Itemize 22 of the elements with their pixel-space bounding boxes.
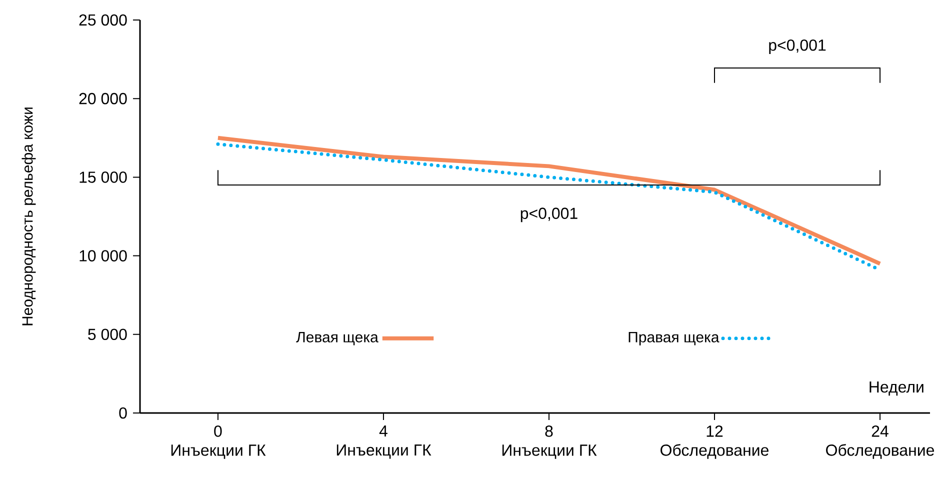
x-tick-label: 8 — [545, 426, 553, 437]
y-axis-title: Неоднородность рельефа кожи — [22, 108, 36, 326]
text: Обследование — [826, 444, 934, 459]
legend-label: Правая щека — [628, 332, 720, 346]
text: Обследование — [660, 444, 768, 459]
y-tick-label: 10 000 — [80, 250, 127, 262]
text: Инъекции ГК — [171, 444, 266, 459]
x-tick-label: 12 — [706, 426, 723, 437]
y-tick-label: 25 000 — [79, 14, 127, 26]
annotation: p<0,001 — [769, 39, 826, 54]
y-tick-label: 20 000 — [79, 92, 127, 104]
y-tick-label: 5 000 — [88, 328, 127, 340]
y-tick-label: 0 — [119, 407, 127, 419]
text: Инъекции ГК — [502, 444, 597, 459]
x-axis-title: Недели — [870, 381, 924, 396]
x-tick-label: 4 — [379, 426, 388, 437]
x-tick-label: 0 — [214, 426, 222, 437]
annotation: p<0,001 — [520, 208, 578, 222]
x-tick-label: 24 — [872, 426, 888, 437]
legend-label: Левая щека — [296, 332, 378, 346]
y-tick-label: 15 000 — [80, 172, 127, 183]
text: Инъекции ГК — [336, 444, 432, 459]
